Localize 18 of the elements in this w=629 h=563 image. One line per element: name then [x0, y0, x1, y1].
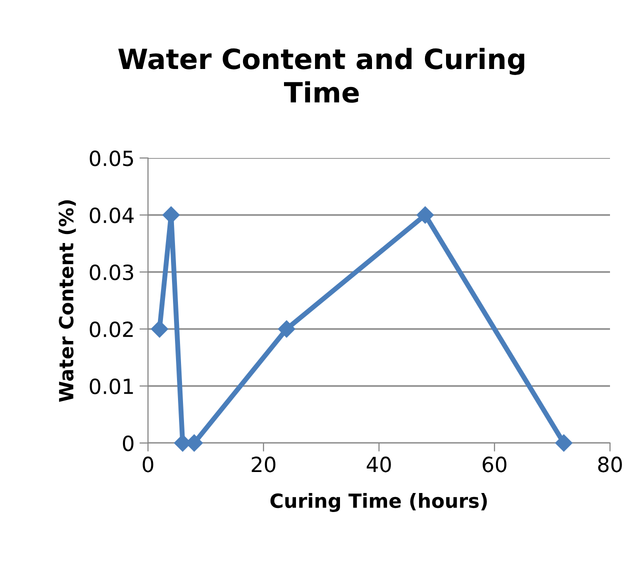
x-tick-label: 0	[142, 456, 154, 472]
y-axis-title: Water Content (%)	[58, 200, 76, 402]
y-tick-label: 0.02	[90, 321, 133, 338]
x-tick-label: 80	[598, 456, 622, 472]
x-axis-title: Curing Time (hours)	[270, 493, 487, 512]
y-tick-label: 0	[122, 435, 134, 452]
x-tick-label: 20	[252, 456, 276, 472]
y-tick-label: 0.05	[90, 150, 133, 166]
point	[555, 434, 572, 452]
y-tick-label: 0.01	[90, 378, 133, 394]
y-tick-label: 0.04	[90, 207, 134, 224]
x-tick-label: 40	[366, 456, 391, 472]
x-tick-label: 60	[482, 456, 506, 472]
chart-title: Water Content and Curing Time	[118, 48, 524, 103]
point	[416, 206, 434, 224]
y-tick-label: 0.03	[90, 264, 134, 280]
point	[278, 320, 296, 338]
point	[151, 320, 168, 338]
